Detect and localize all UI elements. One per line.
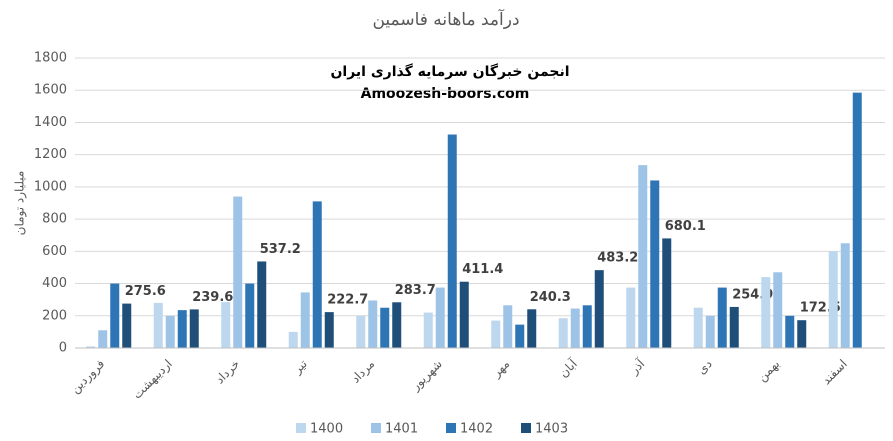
bar xyxy=(693,307,703,348)
bar xyxy=(380,307,390,348)
x-tick-label: اردیبهشت xyxy=(130,357,176,403)
y-tick-label: 0 xyxy=(59,341,67,356)
bar xyxy=(153,302,163,348)
y-tick-label: 1600 xyxy=(34,83,67,98)
watermark: انجمن خبرگان سرمایه گذاری ایران xyxy=(330,63,569,80)
bar xyxy=(705,315,715,348)
y-tick-label: 1400 xyxy=(34,115,67,130)
y-tick-label: 1000 xyxy=(34,179,67,194)
bar xyxy=(392,302,402,348)
bar xyxy=(527,309,537,348)
x-tick-label: مهر xyxy=(489,357,513,381)
bar xyxy=(165,315,175,348)
bar xyxy=(312,201,322,348)
y-tick-label: 1800 xyxy=(34,51,67,66)
legend-label: 1401 xyxy=(385,422,418,437)
data-label: 240.3 xyxy=(530,290,571,305)
bar xyxy=(122,303,132,348)
bar xyxy=(356,315,366,348)
bar xyxy=(491,320,501,348)
data-label: 680.1 xyxy=(665,219,706,234)
bar xyxy=(515,324,525,348)
data-label: 537.2 xyxy=(260,242,301,257)
y-axis-label: میلیارد تومان xyxy=(13,171,28,236)
bar xyxy=(245,283,255,348)
bar xyxy=(785,315,795,348)
bar xyxy=(423,312,433,348)
legend-swatch xyxy=(296,423,306,433)
legend-label: 1403 xyxy=(535,422,568,437)
bar xyxy=(773,272,783,348)
x-tick-label: دی xyxy=(695,357,715,377)
bar xyxy=(233,196,243,348)
bar xyxy=(221,302,231,348)
bar xyxy=(435,287,445,348)
watermark: Amoozesh-boors.com xyxy=(361,86,530,102)
bar xyxy=(570,308,580,348)
bar xyxy=(650,180,660,348)
bar xyxy=(110,283,120,348)
data-label: 411.4 xyxy=(462,262,503,277)
x-tick-label: فروردین xyxy=(68,357,108,397)
legend-label: 1400 xyxy=(310,422,343,437)
bar xyxy=(558,318,568,348)
bar xyxy=(368,300,378,348)
data-label: 239.6 xyxy=(192,290,233,305)
x-tick-label: اسفند xyxy=(819,357,850,388)
data-label: 275.6 xyxy=(125,284,166,299)
y-tick-label: 600 xyxy=(42,244,67,259)
x-tick-label: تیر xyxy=(290,357,311,378)
data-label: 222.7 xyxy=(327,293,368,308)
bar xyxy=(98,330,108,348)
y-tick-label: 1200 xyxy=(34,147,67,162)
bar xyxy=(852,92,862,348)
x-tick-label: بهمن xyxy=(755,357,783,385)
bar xyxy=(86,346,96,348)
bar xyxy=(638,165,648,348)
bar xyxy=(840,243,850,348)
bar xyxy=(189,309,199,348)
legend-swatch xyxy=(446,423,456,433)
x-tick-label: شهریور xyxy=(408,357,446,395)
y-tick-label: 400 xyxy=(42,276,67,291)
y-tick-label: 800 xyxy=(42,212,67,227)
bar xyxy=(288,331,298,348)
bar xyxy=(582,305,592,348)
bar xyxy=(324,312,334,348)
data-label: 483.2 xyxy=(597,251,638,266)
bar xyxy=(626,287,636,348)
bar xyxy=(594,270,604,348)
legend-swatch xyxy=(371,423,381,433)
x-tick-label: آذر xyxy=(626,356,649,379)
bar xyxy=(797,320,807,348)
x-tick-label: خرداد xyxy=(213,357,243,387)
x-tick-label: آبان xyxy=(556,356,581,381)
data-label: 283.7 xyxy=(395,283,436,298)
legend-label: 1402 xyxy=(460,422,493,437)
bar xyxy=(828,251,838,348)
x-tick-label: مرداد xyxy=(348,357,378,387)
bar xyxy=(503,305,513,348)
bar xyxy=(761,277,771,348)
bar xyxy=(729,306,739,348)
chart-title: درآمد ماهانه فاسمین xyxy=(372,8,519,30)
y-tick-label: 200 xyxy=(42,308,67,323)
bar xyxy=(300,292,310,348)
bar xyxy=(717,287,727,348)
bar xyxy=(447,134,457,348)
bar xyxy=(459,281,469,348)
legend-swatch xyxy=(521,423,531,433)
bar xyxy=(177,310,187,348)
bar xyxy=(257,261,267,348)
bar xyxy=(662,238,672,348)
